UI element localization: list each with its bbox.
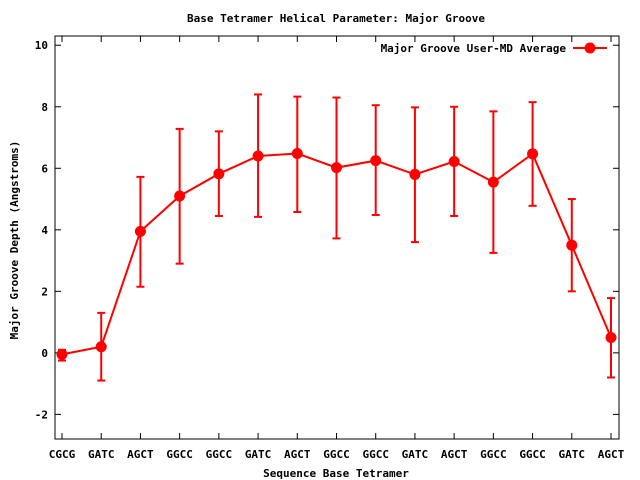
data-point <box>213 168 225 180</box>
x-tick-label: GGCC <box>323 448 350 461</box>
x-tick-label: GGCC <box>362 448 389 461</box>
x-tick-label: GGCC <box>480 448 507 461</box>
x-tick-label: GATC <box>245 448 272 461</box>
data-point <box>487 176 499 188</box>
data-point <box>331 162 342 174</box>
x-tick-label: GATC <box>402 448 429 461</box>
x-tick-label: GATC <box>559 448 586 461</box>
data-point <box>56 348 68 360</box>
data-point <box>527 148 539 160</box>
y-axis-ticks: -2 0 2 4 6 8 10 <box>35 39 619 421</box>
y-tick-label: 2 <box>41 285 48 298</box>
legend-marker-sample <box>584 42 596 54</box>
data-point <box>566 239 578 251</box>
data-point <box>134 225 146 237</box>
x-tick-label: AGCT <box>284 448 311 461</box>
x-tick-label: AGCT <box>598 448 625 461</box>
data-point <box>174 190 186 202</box>
error-bars <box>58 93 615 382</box>
data-point <box>370 155 382 167</box>
data-point <box>291 148 303 160</box>
data-point <box>95 341 107 353</box>
x-tick-label: GGCC <box>166 448 193 461</box>
x-tick-label: AGCT <box>127 448 154 461</box>
x-tick-label: GGCC <box>206 448 233 461</box>
data-point <box>252 150 264 162</box>
data-point <box>605 331 617 343</box>
y-tick-label: 0 <box>41 347 48 360</box>
x-axis-label: Sequence Base Tetramer <box>263 467 409 480</box>
y-tick-label: 6 <box>41 162 48 175</box>
data-points <box>56 148 617 360</box>
x-tick-label: AGCT <box>441 448 468 461</box>
x-axis-ticks: CGCG GATC AGCT GGCC GGCC GATC AGCT GGCC GGCC GATC… <box>49 36 625 461</box>
data-point <box>409 168 421 180</box>
y-tick-label: 8 <box>41 101 48 114</box>
y-axis-label: Major Groove Depth (Angstroms) <box>8 141 21 340</box>
y-tick-label: 4 <box>41 224 48 237</box>
x-tick-label: GATC <box>88 448 115 461</box>
y-tick-label: 10 <box>35 39 48 52</box>
x-tick-label: GGCC <box>519 448 546 461</box>
chart-title: Base Tetramer Helical Parameter: Major G… <box>187 12 485 25</box>
legend-label: Major Groove User-MD Average <box>381 42 567 55</box>
y-tick-label: -2 <box>35 408 48 421</box>
x-tick-label: CGCG <box>49 448 76 461</box>
legend: Major Groove User-MD Average <box>381 42 607 55</box>
data-point <box>448 156 460 168</box>
